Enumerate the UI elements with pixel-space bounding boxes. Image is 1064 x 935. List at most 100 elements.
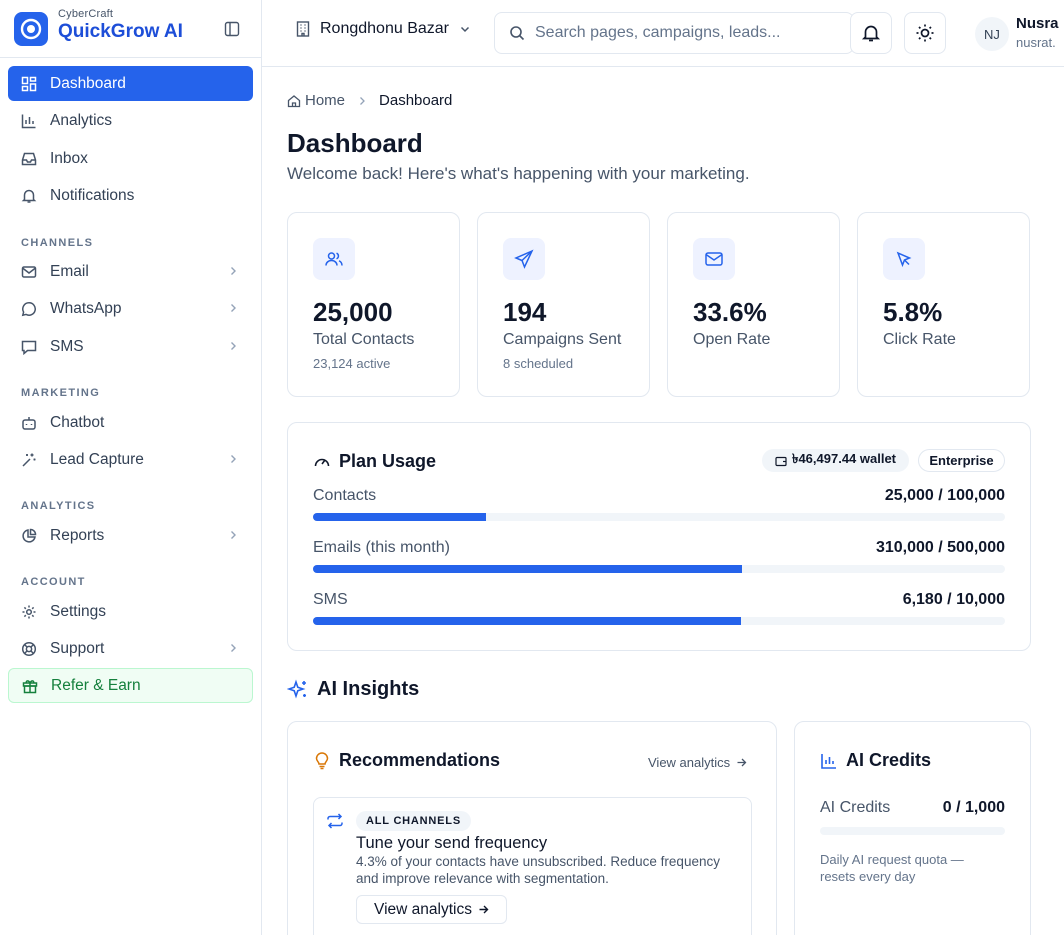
breadcrumb-home-link[interactable]: Home (305, 92, 346, 109)
sidebar-item-label: Support (50, 639, 105, 657)
stat-subtext: 8 scheduled (503, 356, 574, 371)
wallet-balance: ৳46,497.44 wallet (791, 451, 897, 466)
stat-label: Click Rate (883, 331, 956, 348)
section-label-analytics: ANALYTICS (21, 500, 96, 512)
chat-bubble-icon (20, 300, 38, 318)
stat-card-click-rate: 5.8% Click Rate (857, 212, 1030, 397)
sidebar-item-label: Notifications (50, 186, 135, 204)
chevron-right-icon (231, 531, 236, 539)
arrow-right-icon (479, 905, 489, 914)
sidebar-item-email[interactable]: Email (8, 254, 253, 289)
sidebar-item-sms[interactable]: SMS (8, 329, 253, 364)
ai-credits-title-row: AI Credits (820, 750, 931, 771)
sidebar-item-lead-capture[interactable]: Lead Capture (8, 442, 253, 477)
chevron-right-icon (231, 455, 236, 463)
building-icon (294, 20, 312, 38)
recommendation-item: ALL CHANNELS Tune your send frequency 4.… (313, 797, 752, 935)
user-avatar[interactable]: NJ (975, 17, 1009, 51)
sidebar-item-analytics[interactable]: Analytics (8, 103, 253, 138)
search-input[interactable] (535, 24, 835, 42)
view-analytics-link[interactable]: View analytics (648, 755, 747, 770)
brand-company: CyberCraft (58, 8, 114, 20)
bot-icon (20, 414, 38, 432)
section-label-marketing: MARKETING (21, 387, 101, 399)
sidebar-item-reports[interactable]: Reports (8, 518, 253, 553)
ai-credits-progress-bar (820, 827, 1005, 835)
ai-credits-title: AI Credits (846, 750, 932, 770)
usage-value: 25,000 / 100,000 (884, 487, 1005, 504)
sidebar-collapse-icon[interactable] (222, 19, 242, 39)
usage-value: 310,000 / 500,000 (875, 539, 1005, 556)
recommendation-title: Tune your send frequency (356, 834, 548, 852)
usage-progress-fill (313, 565, 743, 573)
search-icon (510, 26, 525, 41)
pie-chart-icon (20, 527, 38, 545)
sidebar-item-inbox[interactable]: Inbox (8, 141, 253, 176)
stat-label: Total Contacts (313, 331, 415, 348)
sidebar-item-label: Settings (50, 602, 107, 620)
sidebar-item-refer-earn[interactable]: Refer & Earn (8, 668, 253, 703)
stat-label: Campaigns Sent (503, 331, 622, 348)
sidebar-item-label: Inbox (50, 149, 88, 167)
recommendation-tag: ALL CHANNELS (356, 811, 471, 831)
recommendation-action-label: View analytics (374, 900, 472, 918)
usage-progress-fill (313, 513, 486, 521)
chevron-right-icon (360, 96, 365, 105)
sun-icon (916, 24, 934, 42)
brand-logo-icon[interactable] (14, 12, 48, 46)
org-switcher[interactable]: Rongdhonu Bazar (294, 20, 471, 38)
recommendations-card: Recommendations View analytics ALL CHANN… (287, 721, 777, 935)
inbox-icon (20, 150, 38, 168)
stat-label: Open Rate (693, 331, 771, 348)
ai-credits-value: 0 / 1,000 (942, 799, 1005, 816)
sidebar-item-settings[interactable]: Settings (8, 594, 253, 629)
chevron-right-icon (231, 342, 236, 350)
page-subtitle: Welcome back! Here's what's happening wi… (287, 164, 750, 183)
theme-toggle-button[interactable] (904, 12, 946, 54)
sidebar: CyberCraft QuickGrow AI Dashboard Analyt… (0, 0, 262, 935)
section-label-channels: CHANNELS (21, 237, 94, 249)
sidebar-item-notifications[interactable]: Notifications (8, 178, 253, 213)
mail-icon (20, 263, 38, 281)
users-icon (313, 238, 355, 280)
sparkles-icon (286, 679, 309, 701)
stat-card-contacts: 25,000 Total Contacts 23,124 active (287, 212, 460, 397)
sidebar-item-dashboard[interactable]: Dashboard (8, 66, 253, 101)
ai-credits-note: Daily AI request quota — resets every da… (820, 852, 964, 884)
plan-usage-title-row: Plan Usage (313, 451, 436, 472)
repeat-arrows-icon (327, 813, 343, 829)
view-analytics-link-label: View analytics (648, 755, 731, 770)
recommendations-title-row: Recommendations (313, 750, 500, 771)
notifications-button[interactable] (850, 12, 892, 54)
plan-usage-title: Plan Usage (339, 451, 437, 471)
bell-icon (861, 25, 881, 42)
bar-chart-icon (820, 752, 838, 770)
sidebar-item-label: WhatsApp (50, 299, 122, 317)
search-box[interactable] (494, 12, 854, 54)
sidebar-item-whatsapp[interactable]: WhatsApp (8, 291, 253, 326)
sidebar-item-label: Refer & Earn (51, 676, 141, 694)
ai-insights-title: AI Insights (317, 678, 420, 700)
sidebar-item-support[interactable]: Support (8, 631, 253, 666)
ai-insights-heading: AI Insights (286, 678, 420, 701)
brand-product: QuickGrow AI (58, 21, 183, 42)
recommendation-description: 4.3% of your contacts have unsubscribed.… (356, 854, 720, 886)
wallet-badge[interactable]: ৳46,497.44 wallet (762, 449, 909, 472)
recommendation-action-button[interactable]: View analytics (356, 895, 507, 924)
brand-header: CyberCraft QuickGrow AI (0, 0, 261, 58)
sidebar-item-chatbot[interactable]: Chatbot (8, 405, 253, 440)
usage-progress-bar (313, 565, 1005, 573)
breadcrumb-current: Dashboard (379, 92, 453, 109)
sidebar-item-label: Lead Capture (50, 450, 144, 468)
message-square-icon (20, 338, 38, 356)
chevron-right-icon (231, 267, 236, 275)
usage-progress-bar (313, 617, 1005, 625)
breadcrumb: Home Dashboard (287, 92, 452, 109)
grid-icon (20, 75, 38, 93)
org-name: Rongdhonu Bazar (320, 20, 449, 37)
stat-subtext: 23,124 active (313, 356, 391, 371)
ai-credits-card: AI Credits AI Credits 0 / 1,000 Daily AI… (794, 721, 1031, 935)
sidebar-item-label: Analytics (50, 111, 113, 129)
gear-icon (20, 603, 38, 621)
